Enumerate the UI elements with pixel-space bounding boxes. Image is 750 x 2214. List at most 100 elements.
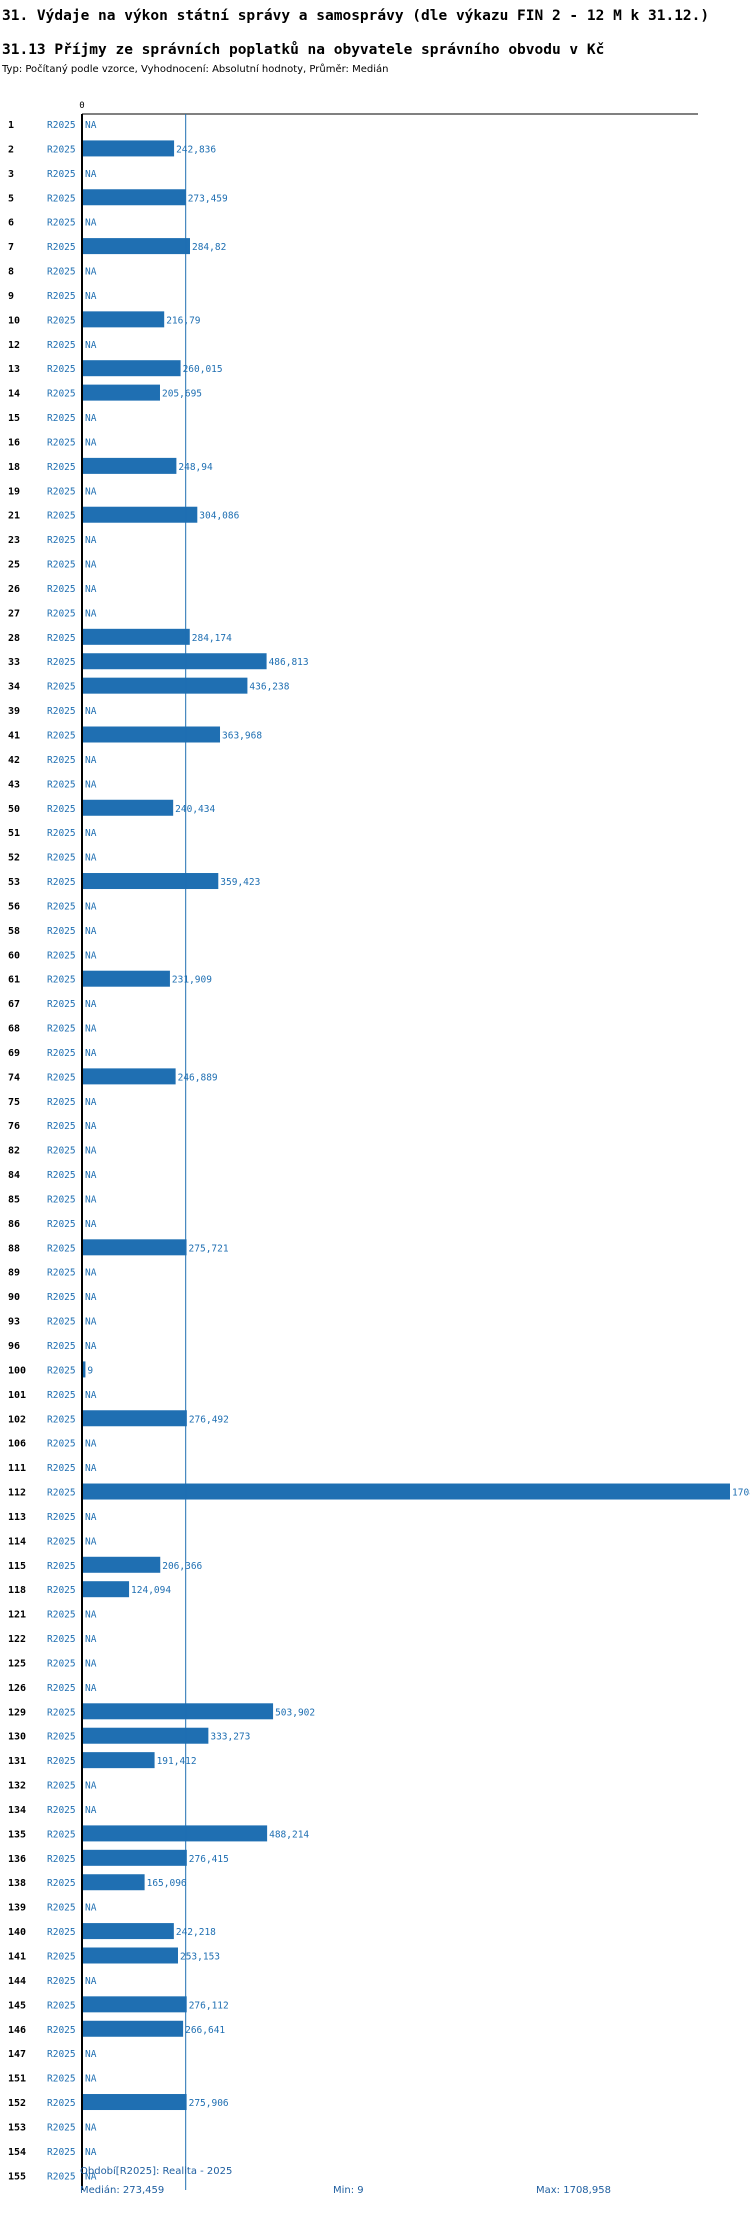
row-id-label: 155 — [8, 2171, 26, 2182]
row-id-label: 60 — [8, 950, 20, 961]
na-label: NA — [85, 535, 97, 546]
data-bar — [82, 2094, 187, 2111]
row-id-label: 27 — [8, 608, 20, 619]
value-label: 253,153 — [180, 1952, 220, 1963]
na-label: NA — [85, 1121, 97, 1132]
na-label: NA — [85, 1634, 97, 1645]
row-id-label: 28 — [8, 633, 20, 644]
row-id-label: 15 — [8, 413, 20, 424]
na-label: NA — [85, 340, 97, 351]
series-label: R2025 — [47, 1365, 76, 1376]
series-label: R2025 — [47, 1732, 76, 1743]
series-label: R2025 — [47, 828, 76, 839]
series-label: R2025 — [47, 1536, 76, 1547]
row-id-label: 145 — [8, 2000, 26, 2011]
row-id-label: 41 — [8, 731, 20, 742]
series-label: R2025 — [47, 1097, 76, 1108]
series-label: R2025 — [47, 1707, 76, 1718]
series-label: R2025 — [47, 1317, 76, 1328]
value-label: 436,238 — [249, 682, 289, 693]
series-label: R2025 — [47, 1341, 76, 1352]
value-label: 191,412 — [157, 1756, 197, 1767]
row-id-label: 138 — [8, 1878, 26, 1889]
na-label: NA — [85, 2074, 97, 2085]
series-label: R2025 — [47, 364, 76, 375]
series-label: R2025 — [47, 242, 76, 253]
row-id-label: 58 — [8, 926, 20, 937]
value-label: 275,721 — [189, 1243, 229, 1254]
row-id-label: 146 — [8, 2025, 26, 2036]
series-label: R2025 — [47, 731, 76, 742]
value-label: 363,968 — [222, 731, 262, 742]
data-bar — [82, 653, 267, 670]
row-id-label: 130 — [8, 1732, 26, 1743]
series-label: R2025 — [47, 1292, 76, 1303]
value-label: 333,273 — [210, 1732, 250, 1743]
na-label: NA — [85, 950, 97, 961]
row-id-label: 151 — [8, 2074, 26, 2085]
na-label: NA — [85, 120, 97, 131]
value-label: 276,112 — [189, 2000, 229, 2011]
series-label: R2025 — [47, 560, 76, 571]
series-label: R2025 — [47, 1658, 76, 1669]
series-label: R2025 — [47, 1414, 76, 1425]
series-label: R2025 — [47, 1976, 76, 1987]
row-id-label: 125 — [8, 1658, 26, 1669]
na-label: NA — [85, 1268, 97, 1279]
row-id-label: 67 — [8, 999, 20, 1010]
series-label: R2025 — [47, 1610, 76, 1621]
row-id-label: 6 — [8, 218, 14, 229]
series-label: R2025 — [47, 1072, 76, 1083]
na-label: NA — [85, 1292, 97, 1303]
na-label: NA — [85, 779, 97, 790]
row-id-label: 84 — [8, 1170, 20, 1181]
series-label: R2025 — [47, 340, 76, 351]
series-label: R2025 — [47, 1878, 76, 1889]
value-label: 231,909 — [172, 975, 212, 986]
series-label: R2025 — [47, 2147, 76, 2158]
row-id-label: 14 — [8, 389, 20, 400]
na-label: NA — [85, 1658, 97, 1669]
row-id-label: 68 — [8, 1024, 20, 1035]
value-label: 240,434 — [175, 804, 215, 815]
row-id-label: 85 — [8, 1194, 20, 1205]
row-id-label: 118 — [8, 1585, 26, 1596]
data-bar — [82, 1556, 161, 1573]
series-label: R2025 — [47, 1488, 76, 1499]
value-label: 242,836 — [176, 144, 216, 155]
row-id-label: 52 — [8, 853, 20, 864]
row-id-label: 16 — [8, 437, 20, 448]
data-bar — [82, 873, 219, 890]
series-label: R2025 — [47, 2074, 76, 2085]
row-id-label: 115 — [8, 1561, 26, 1572]
value-label: 275,906 — [189, 2098, 229, 2109]
value-label: 216,79 — [166, 315, 201, 326]
row-id-label: 106 — [8, 1439, 26, 1450]
series-label: R2025 — [47, 1268, 76, 1279]
row-id-label: 51 — [8, 828, 20, 839]
na-label: NA — [85, 2049, 97, 2060]
na-label: NA — [85, 1317, 97, 1328]
footer-median: Medián: 273,459 — [80, 2185, 165, 2196]
data-bar — [82, 1752, 155, 1769]
na-label: NA — [85, 1512, 97, 1523]
row-id-label: 88 — [8, 1243, 20, 1254]
series-label: R2025 — [47, 1903, 76, 1914]
data-bar — [82, 238, 190, 255]
series-label: R2025 — [47, 2025, 76, 2036]
series-label: R2025 — [47, 1194, 76, 1205]
value-label: 242,218 — [176, 1927, 216, 1938]
na-label: NA — [85, 560, 97, 571]
row-id-label: 90 — [8, 1292, 20, 1303]
na-label: NA — [85, 413, 97, 424]
na-label: NA — [85, 291, 97, 302]
series-label: R2025 — [47, 1854, 76, 1865]
series-label: R2025 — [47, 633, 76, 644]
data-bar — [82, 1923, 174, 1940]
na-label: NA — [85, 1194, 97, 1205]
row-id-label: 69 — [8, 1048, 20, 1059]
data-bar — [82, 1849, 187, 1866]
data-bar — [82, 1947, 178, 1964]
row-id-label: 33 — [8, 657, 20, 668]
na-label: NA — [85, 1390, 97, 1401]
